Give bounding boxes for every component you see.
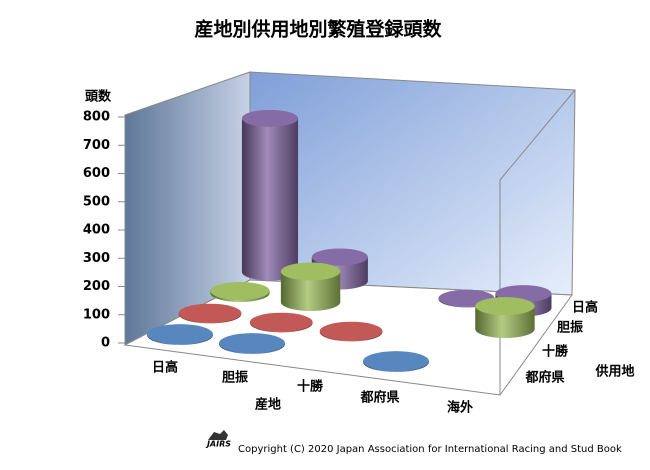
cylinder-top [363,351,429,372]
x-tick-label: 都府県 [359,390,399,406]
y-tick-label: 400 [83,223,110,238]
z-axis-title: 供用地 [594,364,634,380]
footer: Copyright (C) 2020 Japan Association for… [238,444,622,455]
plot: 0100200300400500600700800日高胆振十勝都府県海外都府県十… [83,110,598,416]
cylinder-top [210,281,270,300]
z-tick-label: 日高 [572,300,598,316]
cylinder [363,351,429,372]
x-tick-label: 海外 [447,400,473,416]
y-tick-label: 800 [83,110,110,125]
cylinder-top [249,312,313,332]
cylinder [147,324,213,345]
cylinder-top [311,248,368,266]
x-axis-title: 産地 [255,397,281,413]
cylinder-side [475,306,535,338]
y-tick-label: 300 [83,251,110,266]
cylinder-top [475,297,535,316]
y-tick-label: 600 [83,166,110,181]
back-wall [249,71,576,296]
logo-mark [208,430,228,440]
cylinder-top [319,321,383,341]
cylinder [178,303,242,324]
cylinder [475,297,535,338]
y-tick-label: 700 [83,138,110,153]
cylinder-top [280,262,341,281]
logo: JAIRS [205,440,231,449]
z-tick-label: 都府県 [524,370,564,386]
x-tick-label: 胆振 [222,370,248,386]
wall-edge [499,89,576,181]
cylinder-top [178,303,242,323]
cylinder [241,109,299,281]
y-tick-label: 500 [83,194,110,209]
cylinder-top [147,324,213,345]
z-tick-label: 十勝 [542,344,569,360]
cylinder-side [241,118,299,281]
y-tick-label: 0 [101,336,110,351]
cylinder [210,281,270,302]
cylinder [219,333,285,354]
cylinder [280,262,341,311]
cylinder [319,321,383,342]
cylinder-top [219,333,285,354]
chart-title: 産地別供用地別繁殖登録頭数 [194,18,442,41]
y-tick-label: 100 [83,307,110,322]
cylinder [249,312,313,333]
y-tick-label: 200 [83,279,110,294]
x-tick-label: 十勝 [297,379,324,395]
x-tick-label: 日高 [152,360,178,376]
y-axis-title: 頭数 [85,89,112,105]
cylinder-side [280,271,341,311]
cylinder-top [241,109,299,127]
z-tick-label: 胆振 [557,320,583,336]
